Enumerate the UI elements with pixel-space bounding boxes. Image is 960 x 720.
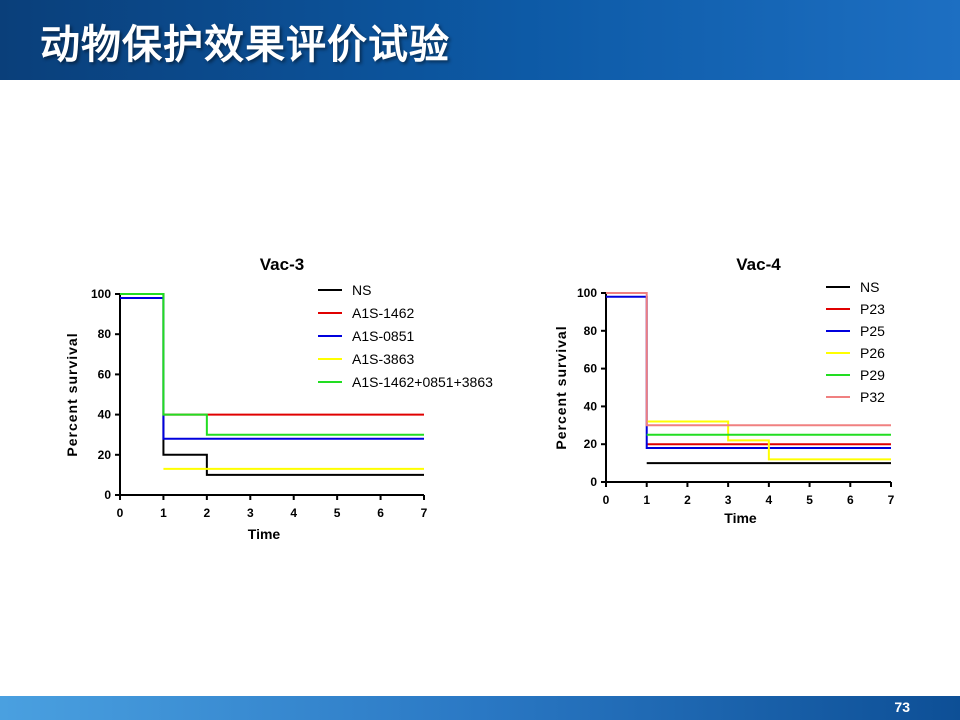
chart2-legend-label: P23	[860, 301, 885, 317]
chart2-x-tick-label: 3	[725, 493, 732, 507]
chart1-x-tick-label: 7	[421, 506, 428, 520]
chart2-x-tick-label: 5	[806, 493, 813, 507]
chart1-x-tick-label: 3	[247, 506, 254, 520]
chart1-y-axis-label: Percent survival	[64, 332, 80, 456]
chart1-y-tick-label: 100	[91, 287, 111, 301]
chart2-x-tick-label: 1	[643, 493, 650, 507]
chart2-x-tick-label: 7	[888, 493, 895, 507]
chart2-y-tick-label: 80	[584, 324, 598, 338]
chart2-y-tick-label: 20	[584, 437, 598, 451]
chart1-legend-label: A1S-3863	[352, 351, 414, 367]
chart1-x-axis-label: Time	[248, 526, 281, 542]
chart1-title: Vac-3	[260, 255, 304, 274]
chart2-x-tick-label: 2	[684, 493, 691, 507]
chart2-series-line	[646, 420, 891, 461]
chart2-y-tick-label: 60	[584, 362, 598, 376]
chart1-x-tick-label: 1	[160, 506, 167, 520]
chart1-y-tick-label: 20	[98, 448, 112, 462]
chart2-legend-label: NS	[860, 279, 879, 295]
chart2-x-tick-label: 6	[847, 493, 854, 507]
chart1-series-line	[120, 293, 424, 436]
chart1-legend-label: A1S-0851	[352, 328, 414, 344]
chart1-x-tick-label: 5	[334, 506, 341, 520]
chart2-legend-label: P26	[860, 345, 885, 361]
chart1-y-tick-label: 40	[98, 408, 112, 422]
page-number: 73	[894, 699, 910, 715]
chart1-x-tick-label: 6	[377, 506, 384, 520]
title-bar: 动物保护效果评价试验	[0, 0, 960, 80]
chart1-x-tick-label: 2	[204, 506, 211, 520]
chart2-y-axis-label: Percent survival	[553, 325, 569, 449]
chart2-legend-label: P25	[860, 323, 885, 339]
chart2-series-line	[606, 292, 891, 427]
chart1-y-tick-label: 80	[98, 327, 112, 341]
chart2-y-tick-label: 40	[584, 399, 598, 413]
chart1-legend-label: A1S-1462	[352, 305, 414, 321]
chart2-y-tick-label: 0	[590, 475, 597, 489]
chart2-x-tick-label: 0	[603, 493, 610, 507]
chart2-x-axis-label: Time	[724, 510, 757, 526]
slide-title: 动物保护效果评价试验	[40, 22, 450, 68]
chart2-x-tick-label: 4	[766, 493, 773, 507]
chart2-legend-label: P32	[860, 389, 885, 405]
chart1-x-tick-label: 0	[117, 506, 124, 520]
chart1-legend-label: NS	[352, 282, 371, 298]
chart1-legend-label: A1S-1462+0851+3863	[352, 374, 493, 390]
footer-bar: 73	[0, 696, 960, 720]
chart1-x-tick-label: 4	[290, 506, 297, 520]
chart2-title: Vac-4	[736, 255, 781, 274]
chart2-y-tick-label: 100	[577, 286, 597, 300]
chart1-y-tick-label: 60	[98, 367, 112, 381]
chart2-legend-label: P29	[860, 367, 885, 383]
chart1-y-tick-label: 0	[104, 488, 111, 502]
